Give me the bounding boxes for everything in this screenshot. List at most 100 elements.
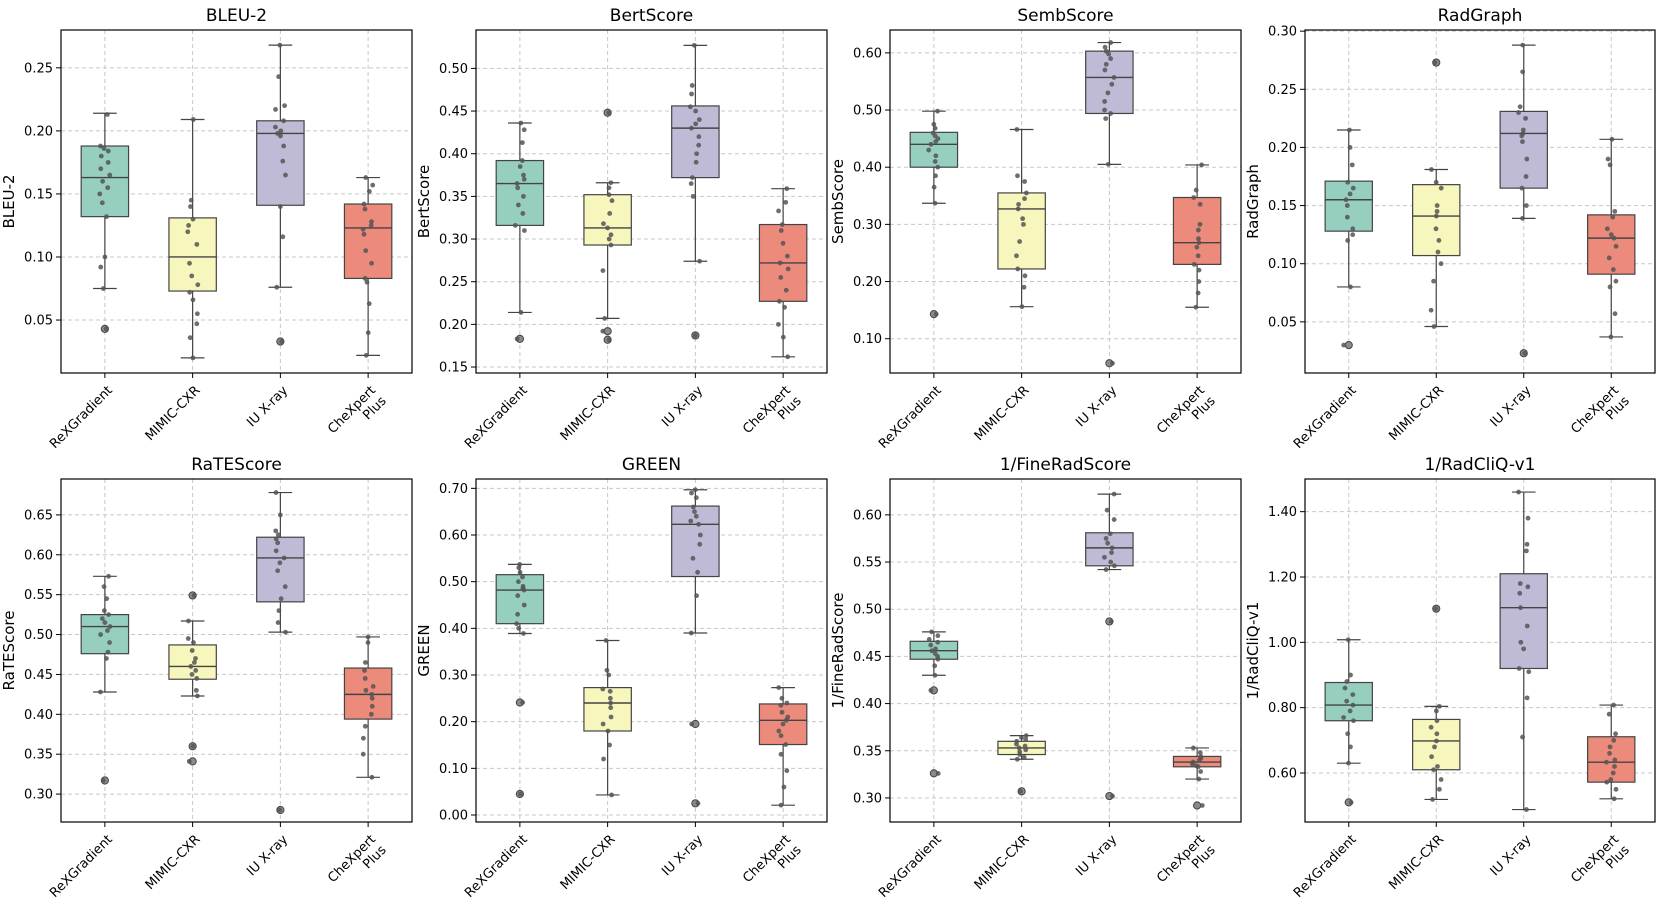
data-point	[189, 672, 195, 677]
data-point	[782, 304, 787, 310]
data-point	[935, 108, 940, 114]
data-point	[607, 742, 612, 748]
data-point	[1350, 185, 1356, 191]
y-tick-label: 0.30	[1268, 25, 1297, 40]
axes-frame	[60, 29, 413, 374]
data-point	[1105, 161, 1111, 167]
y-axis-label: 1/FineRadScore	[829, 593, 847, 709]
data-point	[517, 164, 523, 169]
data-point	[784, 253, 790, 259]
x-tick-label: IU X-ray	[659, 383, 706, 430]
data-point	[369, 691, 375, 697]
data-point	[1347, 708, 1353, 714]
data-point	[1518, 639, 1524, 645]
x-tick-label-line: ReXGradient	[47, 383, 116, 452]
data-point	[1347, 127, 1352, 133]
x-tick-label-line: IU X-ray	[244, 832, 291, 879]
y-tick-label: 0.20	[24, 124, 53, 139]
box-chexpert-plus	[1587, 736, 1636, 783]
data-point	[190, 355, 196, 361]
data-point	[931, 184, 937, 190]
data-point	[600, 328, 606, 334]
data-point	[190, 216, 196, 222]
data-point	[779, 709, 785, 715]
data-point	[189, 648, 195, 653]
data-point	[273, 490, 279, 495]
data-point	[191, 660, 197, 665]
data-point	[97, 191, 103, 197]
data-point	[775, 321, 781, 327]
data-point	[600, 268, 606, 274]
data-point	[1604, 779, 1610, 785]
subplot-1: BLEU-2 0.05 0.10 0.15 0.20 0.25 ReXGradient MIM…	[0, 6, 413, 452]
data-point	[696, 117, 702, 122]
data-point	[101, 146, 107, 151]
data-point	[363, 175, 369, 180]
data-point	[521, 127, 527, 133]
data-point	[362, 276, 368, 281]
data-point	[608, 714, 614, 720]
data-point	[606, 192, 612, 198]
y-tick-label: 0.20	[1268, 141, 1297, 156]
subplot-title: SembScore	[1017, 6, 1113, 26]
data-point	[1347, 145, 1353, 150]
data-point	[1611, 235, 1617, 241]
data-point	[362, 676, 368, 681]
data-point	[690, 504, 696, 510]
data-point	[194, 321, 200, 327]
axes-frame	[889, 29, 1242, 374]
data-point	[1516, 110, 1521, 115]
data-point	[1432, 60, 1438, 65]
data-point	[514, 621, 520, 627]
x-tick-label-line: IU X-ray	[1488, 383, 1535, 430]
data-point	[1434, 738, 1439, 744]
data-point	[191, 640, 196, 645]
data-point	[933, 646, 938, 652]
data-point	[1106, 51, 1112, 57]
data-point	[275, 540, 281, 546]
data-point	[1341, 715, 1346, 720]
x-tick-label-line: ReXGradient	[462, 832, 531, 901]
data-point	[1433, 179, 1439, 185]
data-point	[368, 223, 374, 228]
data-point	[926, 637, 932, 642]
data-point	[695, 800, 701, 806]
data-point	[277, 807, 283, 813]
data-point	[362, 723, 368, 729]
data-point	[1195, 253, 1201, 259]
y-tick-label: 0.25	[24, 61, 53, 76]
y-axis-label: RaTEScore	[0, 611, 18, 691]
data-point	[273, 548, 279, 554]
data-point	[688, 630, 694, 636]
x-tick-label-line: MIMIC-CXR	[143, 832, 204, 893]
data-point	[1349, 162, 1355, 168]
data-point	[1108, 56, 1114, 61]
data-point	[1344, 203, 1350, 208]
data-point	[929, 648, 935, 654]
y-tick-label: 0.10	[24, 250, 53, 265]
data-point	[522, 228, 527, 233]
data-point	[1350, 226, 1356, 232]
data-point	[933, 139, 939, 144]
data-point	[362, 668, 367, 673]
data-point	[107, 640, 112, 645]
data-point	[1433, 606, 1439, 612]
data-point	[193, 687, 199, 693]
data-point	[1195, 227, 1201, 233]
x-tick-label: ReXGradient	[876, 832, 945, 901]
data-point	[1108, 40, 1114, 45]
data-point	[515, 579, 521, 585]
y-tick-label: 0.50	[439, 575, 468, 590]
x-tick-label: IU X-ray	[244, 832, 291, 879]
y-tick-label: 0.35	[853, 744, 882, 759]
data-point	[1612, 311, 1618, 317]
subplot-title: 1/FineRadScore	[1000, 455, 1131, 475]
data-point	[1021, 284, 1027, 290]
box-mimic-cxr	[997, 192, 1046, 270]
data-point	[514, 336, 520, 342]
data-point	[784, 768, 790, 774]
data-point	[1607, 751, 1612, 756]
y-tick-label: 0.25	[1268, 83, 1297, 98]
data-point	[272, 124, 278, 130]
data-point	[193, 656, 198, 661]
